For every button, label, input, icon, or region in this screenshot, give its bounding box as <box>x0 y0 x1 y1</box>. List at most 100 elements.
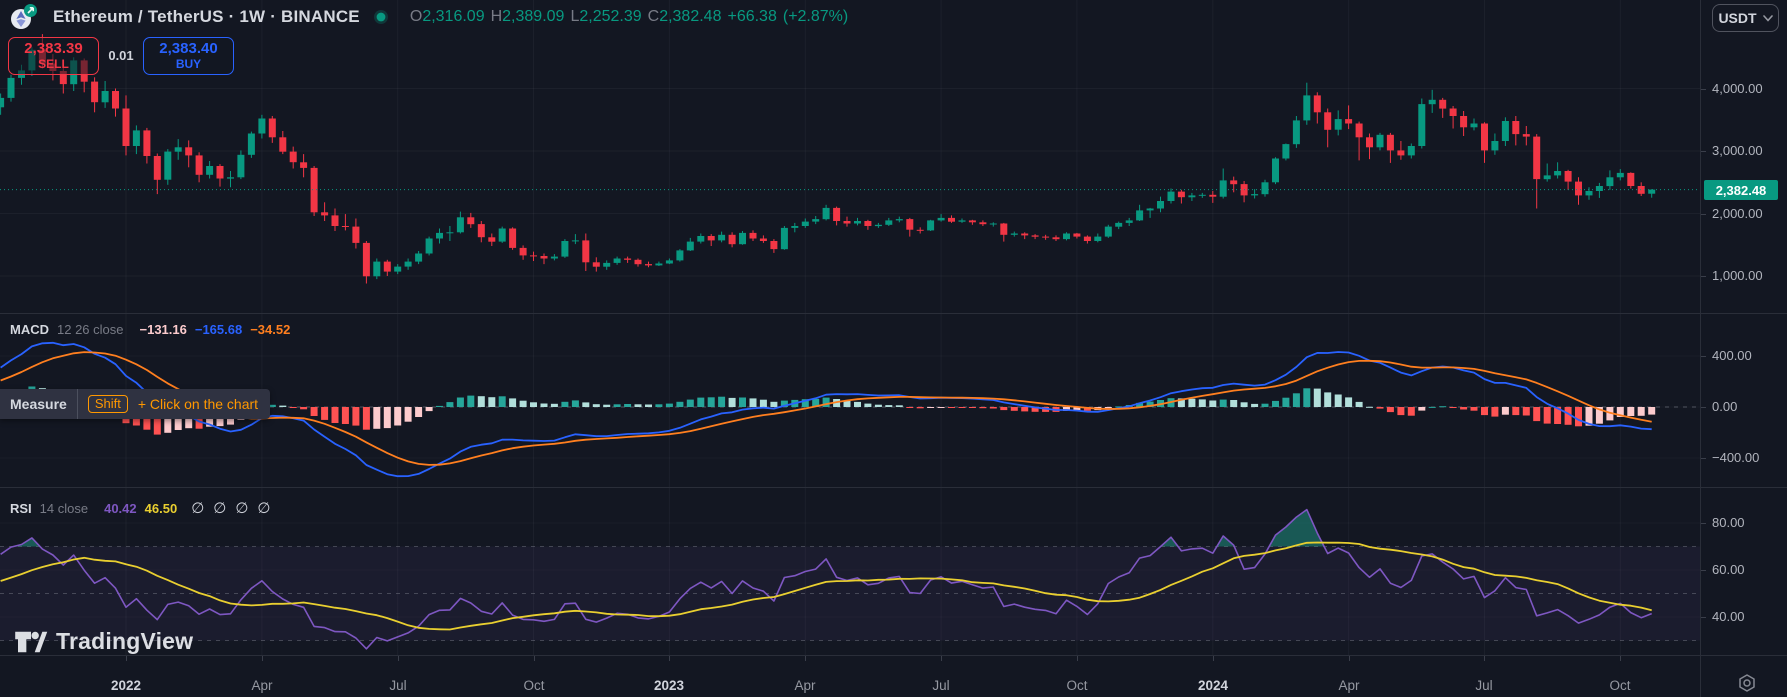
macd-params: 12 26 close <box>57 322 124 337</box>
time-tickmark <box>805 656 806 661</box>
rsi-value: 40.42 <box>104 500 137 516</box>
price-tick-label: 1,000.00 <box>1712 268 1763 283</box>
rsi-empty-values: ∅ ∅ ∅ ∅ <box>191 499 270 517</box>
chart-canvas[interactable] <box>0 0 1700 655</box>
macd-line <box>0 341 1652 478</box>
macd-title[interactable]: MACD <box>10 322 49 337</box>
time-axis-separator <box>0 655 1787 656</box>
shift-key-hint: Shift <box>87 395 128 413</box>
rsi-tick-label: 80.00 <box>1712 515 1745 530</box>
price-tick-label-tickmark <box>1701 89 1706 90</box>
price-tick-label-tickmark <box>1701 151 1706 152</box>
macd-tick-label-tickmark <box>1701 407 1706 408</box>
time-tickmark <box>398 656 399 661</box>
time-tickmark <box>126 656 127 661</box>
buy-label: BUY <box>175 56 202 71</box>
macd-tick-label-tickmark <box>1701 458 1706 459</box>
low-label: L <box>570 8 580 25</box>
time-tickmark <box>262 656 263 661</box>
rsi-tick-label-tickmark <box>1701 523 1706 524</box>
currency-dropdown[interactable]: USDT <box>1712 4 1779 32</box>
last-price-badge: 2,382.48 <box>1704 180 1778 200</box>
empty-value: ∅ <box>257 500 271 517</box>
buy-button[interactable]: 2,383.40 BUY <box>143 37 234 75</box>
sell-button[interactable]: 2,383.39 SELL <box>8 37 99 75</box>
ohlc-readout: O2,316.09 H2,389.09 L2,252.39 C2,382.48 … <box>410 8 848 26</box>
time-tickmark <box>1077 656 1078 661</box>
rsi-tick-label-tickmark <box>1701 570 1706 571</box>
time-tick-label: Oct <box>1066 678 1088 693</box>
low-value: 2,252.39 <box>579 8 642 25</box>
time-tick-label: Apr <box>1338 678 1360 693</box>
high-value: 2,389.09 <box>502 8 565 25</box>
sell-price: 2,383.39 <box>24 40 83 58</box>
chevron-down-icon <box>1762 14 1773 22</box>
change-value: +66.38 <box>727 8 777 25</box>
high-label: H <box>490 8 503 25</box>
macd-signal-line <box>0 351 1652 466</box>
time-tickmark <box>1484 656 1485 661</box>
macd-signal-value: −34.52 <box>250 322 291 337</box>
rsi-tick-label-tickmark <box>1701 617 1706 618</box>
macd-tick-label-tickmark <box>1701 356 1706 357</box>
candles-layer <box>0 34 1656 284</box>
close-value: 2,382.48 <box>659 8 722 25</box>
rsi-tick-label: 60.00 <box>1712 562 1745 577</box>
price-tick-label: 4,000.00 <box>1712 81 1763 96</box>
tradingview-logo[interactable]: TradingView <box>14 628 193 655</box>
time-tick-label: Jul <box>932 678 950 693</box>
open-label: O <box>409 8 423 25</box>
time-tick-label: Apr <box>251 678 273 693</box>
market-status-icon[interactable] <box>373 9 389 25</box>
macd-tick-label: −400.00 <box>1712 450 1760 465</box>
price-tick-label: 2,000.00 <box>1712 206 1763 221</box>
settings-icon[interactable] <box>1736 672 1758 694</box>
tradingview-logo-text: TradingView <box>56 628 194 654</box>
measure-tooltip: Measure Shift + Click on the chart <box>0 389 271 419</box>
time-tickmark <box>669 656 670 661</box>
rsi-legend: RSI 14 close 40.42 46.50 ∅ ∅ ∅ ∅ <box>10 499 271 517</box>
macd-tick-label: 400.00 <box>1712 348 1752 363</box>
rsi-params: 14 close <box>39 500 89 516</box>
macd-legend: MACD 12 26 close −131.16 −165.68 −34.52 <box>10 322 290 337</box>
rsi-band-fill <box>0 546 1700 641</box>
price-tick-label-tickmark <box>1701 276 1706 277</box>
time-tickmark <box>1620 656 1621 661</box>
time-tickmark <box>534 656 535 661</box>
pane-separator-main-macd[interactable] <box>0 313 1787 314</box>
measure-hint-text: + Click on the chart <box>137 396 259 412</box>
time-tick-label: Apr <box>794 678 816 693</box>
rsi-ma-value: 46.50 <box>144 500 178 516</box>
time-tick-label: 2023 <box>653 678 685 693</box>
rsi-title[interactable]: RSI <box>10 500 32 516</box>
empty-value: ∅ <box>191 500 205 517</box>
close-label: C <box>647 8 660 25</box>
macd-hist-value: −131.16 <box>139 322 187 337</box>
sell-label: SELL <box>38 56 69 71</box>
time-tick-label: Oct <box>1609 678 1631 693</box>
rsi-layer <box>0 508 1700 650</box>
tradingview-logo-icon <box>15 631 48 652</box>
pane-separator-macd-rsi[interactable] <box>0 487 1787 488</box>
empty-value: ∅ <box>213 500 227 517</box>
time-tick-label: Jul <box>389 678 407 693</box>
symbol-title[interactable]: Ethereum / TetherUS · 1W · BINANCE <box>53 7 360 26</box>
macd-line-value: −165.68 <box>194 322 243 337</box>
time-tick-label: Jul <box>1475 678 1493 693</box>
rsi-line <box>0 508 1652 650</box>
tooltip-divider <box>76 389 78 419</box>
time-tickmark <box>1213 656 1214 661</box>
price-axis[interactable]: 4,000.00 3,000.00 2,000.00 1,000.00 400.00 0.… <box>1701 0 1787 655</box>
price-axis-separator <box>1700 0 1701 697</box>
spread-value: 0.01 <box>108 48 134 63</box>
time-tickmark <box>941 656 942 661</box>
price-tick-label: 3,000.00 <box>1712 143 1763 158</box>
change-percent: (+2.87%) <box>782 8 849 25</box>
ethereum-logo-icon[interactable] <box>8 3 42 31</box>
macd-tick-label: 0.00 <box>1712 399 1738 414</box>
empty-value: ∅ <box>235 500 249 517</box>
buy-price: 2,383.40 <box>159 40 218 58</box>
open-value: 2,316.09 <box>422 8 485 25</box>
time-axis[interactable]: 2022 Apr Jul Oct 2023 Apr Jul Oct 2024 Apr Jul Oct <box>0 656 1700 697</box>
